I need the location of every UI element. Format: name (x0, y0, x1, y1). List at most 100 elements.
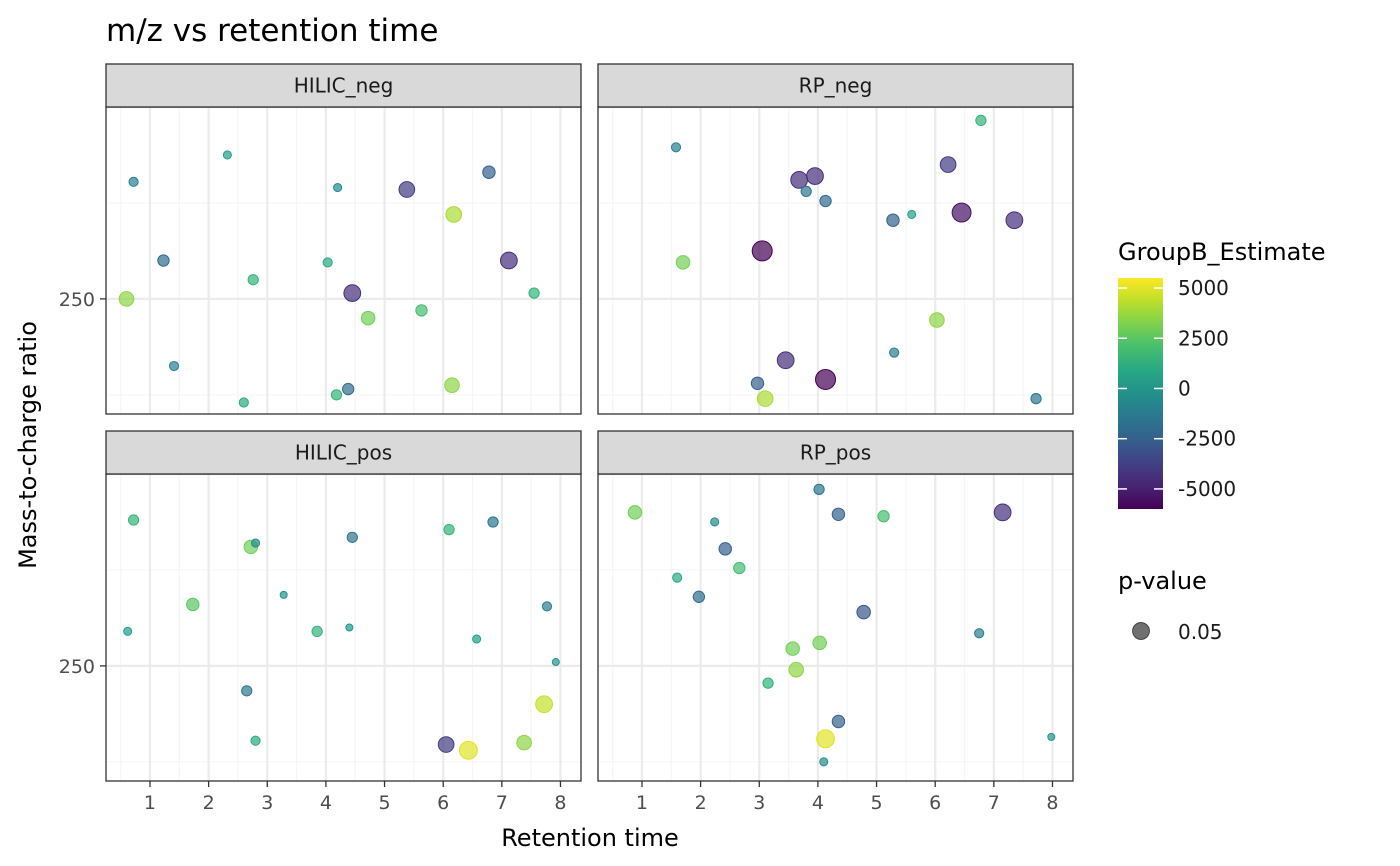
panel-background (598, 107, 1073, 414)
y-tick-label: 250 (59, 656, 95, 678)
facet-strip (105, 430, 582, 475)
facet-strip-label: HILIC_neg (294, 74, 394, 98)
size-legend: p-value 0.05 (1118, 567, 1223, 644)
data-point (333, 183, 343, 193)
y-axis-label: Mass-to-charge ratio (14, 321, 42, 569)
size-legend-key (1132, 622, 1150, 640)
data-point (330, 389, 343, 401)
data-point (627, 505, 643, 520)
data-point (535, 695, 553, 714)
x-tick-label: 4 (812, 792, 824, 814)
data-point (785, 641, 800, 656)
y-tick-label: 250 (59, 289, 95, 311)
panel-HILIC_pos: HILIC_pos (105, 430, 582, 782)
x-tick-label: 7 (988, 792, 1000, 814)
color-tick-label: -5000 (1178, 477, 1236, 501)
data-point (279, 590, 288, 599)
data-point (123, 626, 133, 636)
data-point (790, 171, 809, 189)
data-point (322, 257, 333, 268)
data-point (528, 287, 540, 299)
color-legend: GroupB_Estimate 5000 2500 0 -2500 -5000 (1118, 238, 1326, 509)
data-point (710, 517, 720, 527)
data-point (762, 677, 774, 689)
data-point (127, 514, 140, 526)
data-point (877, 510, 890, 523)
data-point (437, 736, 455, 753)
data-point (788, 661, 805, 678)
x-tick-label: 6 (437, 792, 449, 814)
facet-strip-label: HILIC_pos (295, 441, 392, 465)
data-point (1030, 393, 1042, 405)
data-point (345, 623, 354, 632)
data-point (831, 507, 846, 522)
data-point (541, 601, 553, 612)
x-axis: 1 2 3 4 5 6 7 8 1 2 3 4 5 6 7 8 (144, 781, 1059, 814)
data-point (222, 150, 232, 160)
data-point (241, 685, 253, 697)
x-axis-label: Retention time (501, 824, 679, 852)
data-point (718, 542, 732, 556)
data-point (756, 390, 774, 407)
data-point (472, 634, 482, 644)
data-point (487, 516, 499, 528)
color-tick-label: 2500 (1178, 326, 1229, 350)
data-point (250, 735, 261, 746)
size-legend-label: 0.05 (1178, 620, 1223, 644)
data-point (672, 572, 683, 583)
color-tick-label: 0 (1178, 376, 1191, 400)
facet-strip-label: RP_neg (799, 74, 873, 98)
x-tick-label: 3 (753, 792, 765, 814)
data-point (499, 251, 518, 270)
y-axis: 250 250 (59, 289, 106, 678)
data-point (975, 114, 987, 127)
data-point (311, 625, 323, 637)
data-point (815, 368, 837, 390)
x-tick-label: 5 (871, 792, 883, 814)
data-point (806, 167, 824, 185)
x-tick-label: 8 (554, 792, 566, 814)
panel-background (106, 474, 581, 781)
data-point (157, 254, 170, 267)
data-point (812, 635, 827, 651)
data-point (951, 202, 972, 223)
data-point (551, 658, 560, 667)
data-point (819, 194, 832, 208)
data-point (800, 185, 812, 198)
data-point (444, 377, 460, 394)
data-point (733, 561, 746, 575)
panel-HILIC_neg: HILIC_neg (105, 63, 582, 415)
data-point (443, 524, 455, 536)
data-point (1005, 211, 1024, 230)
data-point (929, 312, 945, 328)
x-tick-label: 8 (1046, 792, 1058, 814)
facet-strip-label: RP_pos (800, 441, 871, 465)
data-point (445, 206, 463, 223)
chart-title: m/z vs retention time (106, 13, 438, 49)
data-point (458, 740, 478, 760)
x-tick-label: 2 (203, 792, 215, 814)
data-point (993, 503, 1012, 522)
facet-panels: HILIC_neg RP_neg HILIC_pos RP_pos (105, 63, 1074, 782)
data-point (360, 310, 376, 326)
panel-RP_pos: RP_pos (597, 430, 1074, 782)
data-point (819, 757, 829, 767)
data-point (343, 284, 362, 302)
facet-strip (597, 63, 1074, 108)
data-point (750, 376, 765, 391)
panel-RP_neg: RP_neg (597, 63, 1074, 415)
data-point (907, 209, 917, 219)
data-point (886, 213, 900, 227)
data-point (398, 181, 416, 198)
data-point (974, 628, 985, 639)
data-point (247, 274, 259, 286)
facet-strip (105, 63, 582, 108)
data-point (128, 176, 139, 187)
x-tick-label: 6 (929, 792, 941, 814)
color-legend-ticks: 5000 2500 0 -2500 -5000 (1118, 276, 1236, 501)
color-tick-label: -2500 (1178, 427, 1236, 451)
x-tick-label: 7 (496, 792, 508, 814)
data-point (342, 382, 355, 396)
data-point (238, 397, 249, 408)
x-tick-label: 1 (636, 792, 648, 814)
